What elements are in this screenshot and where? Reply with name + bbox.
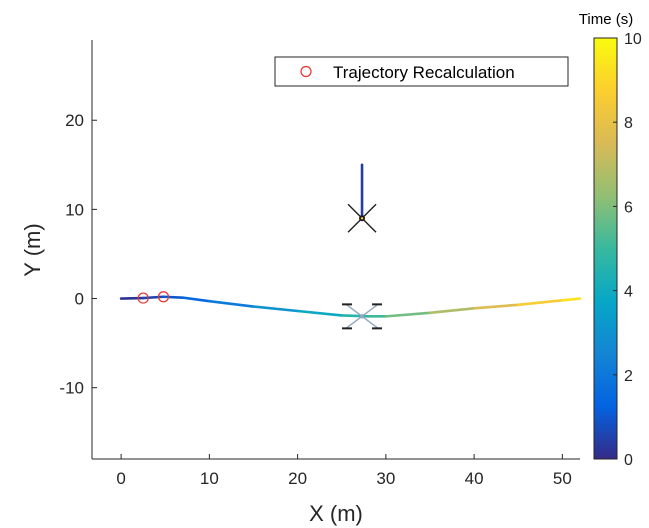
trajectory-segment [141,295,165,300]
colorbar-tick-label: 8 [624,115,633,132]
legend: Trajectory Recalculation [274,56,569,87]
trajectory-segment [162,295,185,299]
y-tick-label: 20 [65,111,84,130]
trajectory-segment [428,307,476,315]
x-ticks: 0 10 20 30 40 50 [116,454,572,488]
y-tick-label: -10 [59,379,84,398]
trajectory-segment [296,309,344,317]
x-tick-label: 40 [465,469,484,488]
x-tick-label: 30 [376,469,395,488]
trajectory-segment [561,297,582,302]
x-axis-label: X (m) [309,501,363,526]
series-line-0 [119,295,582,318]
agent [342,303,383,330]
colorbar-ticks: 0 2 4 6 8 10 [613,31,642,469]
y-tick-label: 10 [65,200,84,219]
colorbar-tick-label: 4 [624,284,633,301]
agent [347,203,377,233]
trajectory-segment [340,314,370,318]
legend-entry-label: Trajectory Recalculation [333,63,515,82]
trajectory-segment [384,311,432,318]
colorbar-tick-label: 0 [624,452,633,469]
trajectory-segment [252,305,299,313]
trajectory-segment [208,299,255,308]
plot-axes [91,40,580,460]
trajectory-segment [516,299,564,307]
trajectory-segment [472,303,520,310]
trajectory-segment [181,296,211,303]
trajectory-lines [119,163,582,318]
legend-marker-symbol [300,65,312,78]
colorbar-tick-label: 10 [624,31,642,48]
recalculation-markers [137,291,170,304]
agents [342,203,383,330]
y-tick-label: 0 [75,290,84,309]
colorbar-gradient [593,37,618,460]
recalculation-marker [157,291,170,303]
colorbar: Time (s) 0 2 4 6 8 10 [579,11,642,469]
colorbar-tick-label: 2 [624,368,633,385]
y-axis-label: Y (m) [20,223,45,276]
x-tick-label: 50 [553,469,572,488]
recalculation-marker [137,292,149,304]
colorbar-tick-label: 6 [624,199,633,216]
y-ticks: -10 0 10 20 [59,111,97,398]
x-tick-label: 20 [288,469,307,488]
colorbar-title: Time (s) [579,11,633,28]
x-tick-label: 10 [200,469,219,488]
x-tick-label: 0 [116,469,125,488]
legend-box [274,56,569,87]
